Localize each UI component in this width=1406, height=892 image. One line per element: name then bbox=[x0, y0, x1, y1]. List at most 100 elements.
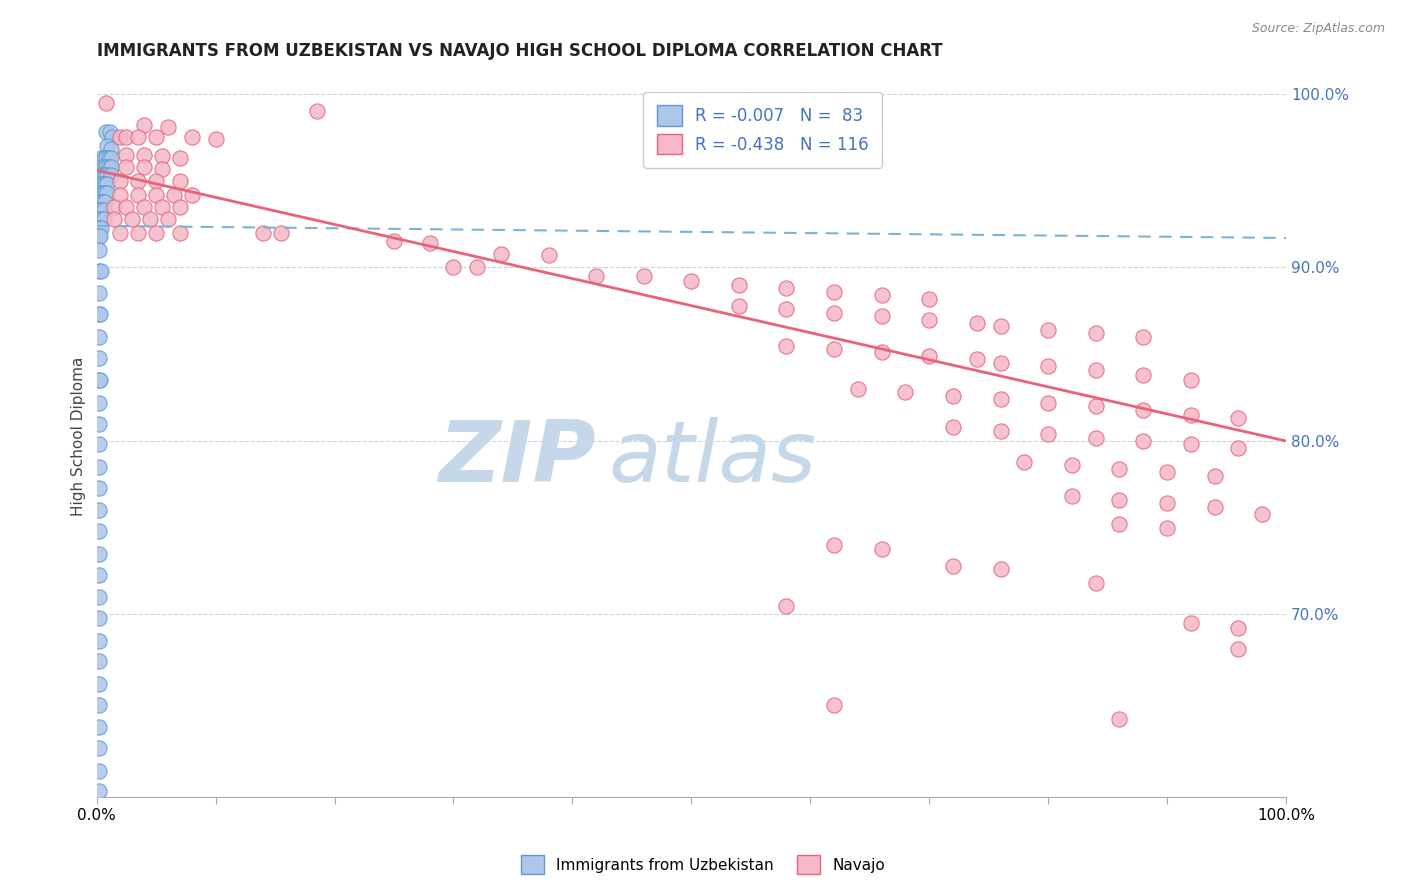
Point bbox=[87, 784, 110, 798]
Point bbox=[1108, 712, 1130, 726]
Point bbox=[87, 720, 110, 734]
Point bbox=[89, 169, 111, 183]
Point bbox=[169, 226, 191, 240]
Point bbox=[87, 677, 110, 691]
Point bbox=[382, 235, 405, 249]
Point bbox=[1036, 427, 1059, 442]
Point bbox=[90, 220, 112, 235]
Point bbox=[489, 246, 512, 260]
Point bbox=[110, 226, 132, 240]
Point bbox=[134, 147, 156, 161]
Point bbox=[87, 871, 110, 886]
Point bbox=[94, 177, 117, 191]
Point bbox=[150, 149, 173, 163]
Point bbox=[870, 541, 893, 556]
Point bbox=[110, 130, 132, 145]
Point bbox=[115, 200, 138, 214]
Point bbox=[127, 187, 149, 202]
Point bbox=[1180, 408, 1202, 422]
Point bbox=[93, 151, 115, 165]
Point bbox=[89, 186, 111, 200]
Point bbox=[1060, 490, 1083, 504]
Point bbox=[918, 292, 941, 306]
Point bbox=[94, 169, 117, 183]
Point bbox=[1227, 621, 1250, 635]
Point bbox=[180, 187, 202, 202]
Point bbox=[94, 186, 117, 200]
Point bbox=[87, 807, 110, 822]
Point bbox=[100, 160, 122, 174]
Point bbox=[728, 277, 751, 292]
Point bbox=[585, 269, 607, 284]
Text: atlas: atlas bbox=[607, 417, 815, 500]
Point bbox=[1084, 363, 1107, 377]
Point bbox=[1180, 373, 1202, 387]
Point bbox=[90, 160, 112, 174]
Point bbox=[87, 460, 110, 475]
Point bbox=[87, 307, 110, 321]
Point bbox=[169, 200, 191, 214]
Point bbox=[145, 130, 167, 145]
Point bbox=[90, 203, 112, 218]
Point bbox=[1084, 430, 1107, 444]
Point bbox=[1204, 500, 1226, 514]
Point bbox=[87, 547, 110, 561]
Point bbox=[87, 351, 110, 365]
Point bbox=[127, 226, 149, 240]
Point bbox=[87, 503, 110, 517]
Point bbox=[87, 243, 110, 257]
Point bbox=[96, 125, 118, 139]
Legend: Immigrants from Uzbekistan, Navajo: Immigrants from Uzbekistan, Navajo bbox=[515, 849, 891, 880]
Point bbox=[156, 120, 179, 134]
Point bbox=[97, 160, 120, 174]
Point bbox=[1084, 576, 1107, 591]
Text: Source: ZipAtlas.com: Source: ZipAtlas.com bbox=[1251, 22, 1385, 36]
Point bbox=[537, 248, 560, 262]
Point bbox=[1132, 330, 1154, 344]
Point bbox=[89, 373, 111, 387]
Point bbox=[96, 139, 118, 153]
Point bbox=[775, 599, 797, 613]
Point bbox=[1108, 493, 1130, 508]
Point bbox=[918, 349, 941, 363]
Point bbox=[633, 269, 655, 284]
Point bbox=[115, 160, 138, 174]
Point bbox=[145, 174, 167, 188]
Point bbox=[990, 356, 1012, 370]
Point bbox=[270, 226, 292, 240]
Point bbox=[823, 285, 845, 299]
Point bbox=[96, 151, 118, 165]
Point bbox=[93, 211, 115, 226]
Point bbox=[100, 143, 122, 157]
Point bbox=[87, 654, 110, 668]
Point bbox=[145, 187, 167, 202]
Point bbox=[87, 741, 110, 756]
Point bbox=[1132, 434, 1154, 448]
Point bbox=[87, 850, 110, 864]
Point bbox=[1180, 437, 1202, 451]
Point bbox=[681, 274, 703, 288]
Point bbox=[775, 281, 797, 295]
Point bbox=[103, 211, 125, 226]
Point bbox=[93, 160, 115, 174]
Point bbox=[87, 524, 110, 539]
Point bbox=[1084, 399, 1107, 413]
Point bbox=[305, 104, 328, 119]
Point bbox=[163, 187, 186, 202]
Point bbox=[1036, 323, 1059, 337]
Point bbox=[96, 169, 118, 183]
Point bbox=[139, 211, 162, 226]
Point bbox=[150, 200, 173, 214]
Point bbox=[96, 177, 118, 191]
Point bbox=[90, 151, 112, 165]
Point bbox=[103, 200, 125, 214]
Point bbox=[1227, 411, 1250, 425]
Point bbox=[1014, 455, 1036, 469]
Point bbox=[823, 698, 845, 712]
Point bbox=[1036, 396, 1059, 410]
Point bbox=[87, 698, 110, 712]
Point bbox=[87, 396, 110, 410]
Point bbox=[990, 392, 1012, 407]
Point bbox=[89, 307, 111, 321]
Point bbox=[87, 764, 110, 778]
